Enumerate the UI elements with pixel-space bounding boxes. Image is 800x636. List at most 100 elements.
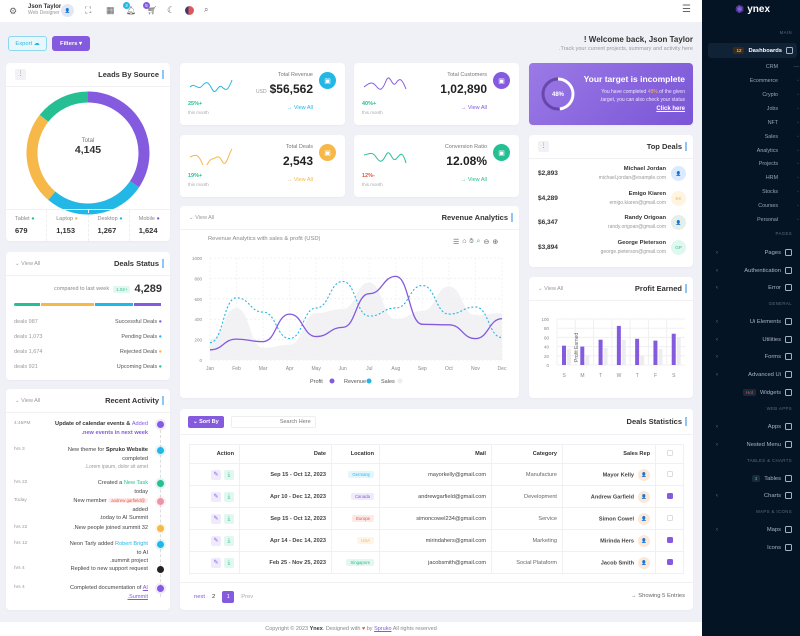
view-all-dropdown[interactable]: ⌄ View All — [538, 285, 564, 292]
apps-grid-icon[interactable]: ▦ — [106, 5, 115, 15]
sidebar-item-icons[interactable]: Icons — [708, 544, 792, 551]
view-all-link[interactable]: → View All — [286, 105, 313, 111]
sidebar-item-sales[interactable]: Sales ◦ — [708, 134, 799, 140]
sidebar-item-nested-menu[interactable]: ‹ Nested Menu — [708, 441, 792, 448]
sidebar-item-jobs[interactable]: Jobs ◦ — [708, 106, 799, 112]
date-cell: Feb 25 - Nov 25, 2023 — [239, 551, 332, 574]
sidebar-item-charts[interactable]: ‹ Charts — [708, 492, 792, 499]
search-icon[interactable]: ⌕ — [204, 5, 209, 14]
pagination-next[interactable]: next — [194, 594, 205, 600]
sort-by-button[interactable]: ⌄ Sort By — [188, 415, 224, 428]
sidebar-item-apps[interactable]: ‹ Apps — [708, 423, 792, 430]
row-checkbox[interactable] — [666, 470, 673, 477]
top-deal-item[interactable]: $6,347 Randy Origoan randy.origoan@gmail.c… — [529, 214, 693, 236]
sidebar-item-ui-elements[interactable]: ‹ Ui Elements — [708, 318, 792, 325]
sidebar-item-crm[interactable]: CRM — — [708, 64, 799, 70]
export-button[interactable]: Export ☁ — [8, 36, 47, 51]
dot-icon: ◦ — [797, 203, 799, 209]
top-deal-item[interactable]: $2,893 Michael Jordan michael.jordan@examp… — [529, 165, 693, 187]
user-profile[interactable]: Json Taylor Web Designer — [28, 4, 61, 16]
sidebar-item-advanced-ui[interactable]: ‹ Advanced Ui — [708, 371, 792, 378]
chevron-left-icon: ‹ — [716, 423, 718, 430]
bar — [635, 338, 640, 365]
edit-icon[interactable]: ✎ — [211, 491, 221, 502]
sidebar-item-dashboards[interactable]: 12 Dashboards — [708, 43, 797, 58]
activity-highlight[interactable]: andrew garfield@ — [108, 498, 148, 503]
sidebar-item-nft[interactable]: NFT ◦ — [708, 120, 799, 126]
activity-highlight[interactable]: AI — [142, 585, 148, 591]
sidebar-item-personal[interactable]: Personal ◦ — [708, 217, 799, 223]
sidebar-item-widgets[interactable]: Hot Widgets — [708, 389, 792, 396]
target-click-here-link[interactable]: Click here — [656, 106, 685, 112]
settings-icon[interactable]: ⚙ — [9, 6, 18, 16]
download-icon[interactable]: ⤓ — [224, 535, 234, 546]
sidebar-item-tables[interactable]: 3 Tables — [708, 475, 792, 482]
download-icon[interactable]: ⤓ — [224, 557, 234, 568]
sidebar-item-projects[interactable]: Projects ◦ — [708, 161, 799, 167]
pagination-prev[interactable]: Prev — [241, 594, 254, 600]
chart-zoom-icon[interactable]: ⌕ — [476, 238, 481, 245]
chart-reset-home-icon[interactable]: ⌂ — [462, 238, 467, 245]
bell-icon[interactable]: 🔔︎ — [126, 6, 137, 15]
view-all-dropdown[interactable]: ⌄ View All — [15, 260, 41, 267]
mail-cell: mayorkelly@gmail.com — [379, 463, 492, 486]
sidebar-item-authentication[interactable]: ‹ Authentication — [708, 267, 792, 274]
top-deal-item[interactable]: $3,894 George Pieterson george.pieterson@g… — [529, 239, 693, 261]
select-all-checkbox[interactable] — [666, 450, 673, 456]
sidebar-item-maps[interactable]: ‹ Maps — [708, 526, 792, 533]
activity-highlight[interactable]: Added — [131, 421, 148, 427]
download-icon[interactable]: ⤓ — [224, 469, 234, 480]
chart-menu-icon[interactable]: ☰ — [453, 239, 460, 246]
avatar[interactable]: 👤 — [61, 4, 74, 17]
activity-item: hrs 22 .New people joined summit 32 — [6, 524, 170, 533]
chart-zoom-in-icon[interactable]: ⊕ — [492, 239, 499, 246]
more-options-icon[interactable]: ⋮ — [538, 141, 549, 152]
search-input[interactable] — [230, 415, 316, 428]
edit-icon[interactable]: ✎ — [211, 557, 221, 568]
activity-highlight[interactable]: New Task — [123, 480, 148, 486]
sidebar-item-utilities[interactable]: ‹ Utilities — [708, 336, 792, 343]
sidebar-item-ecommerce[interactable]: Ecommerce ◦ — [708, 78, 799, 84]
sidebar-item-pages[interactable]: ‹ Pages — [708, 249, 792, 256]
activity-highlight[interactable]: Robert Bright — [115, 541, 148, 547]
view-all-dropdown[interactable]: ⌄ View All — [189, 214, 215, 221]
fullscreen-icon[interactable]: ⛶ — [85, 5, 92, 15]
activity-highlight[interactable]: Spruko Website — [105, 447, 148, 453]
edit-icon[interactable]: ✎ — [211, 513, 221, 524]
sidebar-item-forms[interactable]: ‹ Forms — [708, 353, 792, 360]
y-tick-label: 800 — [194, 276, 202, 281]
top-deal-item[interactable]: $4,289 Emigo Kiaren emigo.kiaren@gmail.com… — [529, 190, 693, 212]
us-flag-icon[interactable] — [185, 6, 194, 15]
chart-zoom-out-icon[interactable]: ⊖ — [483, 239, 490, 246]
apps-icon — [785, 423, 792, 430]
pagination-page-2[interactable]: 2 — [211, 594, 216, 600]
download-icon[interactable]: ⤓ — [224, 513, 234, 524]
sidebar-item-courses[interactable]: Courses ◦ — [708, 203, 799, 209]
sidebar-item-crypto[interactable]: Crypto ◦ — [708, 92, 799, 98]
row-checkbox[interactable] — [666, 514, 673, 521]
row-checkbox[interactable] — [666, 558, 673, 565]
footer-spruko-link[interactable]: Spruko — [374, 626, 392, 632]
sidebar-item-analytics[interactable]: Analytics ◦ — [708, 148, 799, 154]
moon-icon[interactable]: ☾ — [167, 5, 176, 15]
view-all-dropdown[interactable]: ⌄ View All — [15, 397, 41, 404]
edit-icon[interactable]: ✎ — [211, 469, 221, 480]
sidebar-item-error[interactable]: ‹ Error — [708, 284, 792, 291]
view-all-link[interactable]: → View All — [286, 177, 313, 183]
row-checkbox[interactable] — [666, 536, 673, 543]
edit-icon[interactable]: ✎ — [211, 535, 221, 546]
view-all-link[interactable]: → View All — [460, 105, 487, 111]
menu-toggle-icon[interactable]: ☰ — [682, 4, 691, 15]
filters-button[interactable]: Filters ▾ — [52, 36, 90, 51]
pagination-page-1[interactable]: 1 — [222, 591, 235, 603]
more-options-icon[interactable]: ⋮ — [15, 69, 26, 80]
cart-icon[interactable]: 🛒︎ — [147, 6, 158, 15]
download-icon[interactable]: ⤓ — [224, 491, 234, 502]
brand-logo[interactable]: ✺ ynex — [735, 3, 770, 16]
sidebar-item-hrm[interactable]: HRM ◦ — [708, 175, 799, 181]
sidebar-item-stocks[interactable]: Stocks ◦ — [708, 189, 799, 195]
row-checkbox[interactable] — [666, 492, 673, 499]
date-cell: Sep 15 - Oct 12, 2023 — [239, 463, 332, 486]
chart-pan-icon[interactable]: ✋︎ — [469, 238, 474, 245]
view-all-link[interactable]: → View All — [460, 177, 487, 183]
